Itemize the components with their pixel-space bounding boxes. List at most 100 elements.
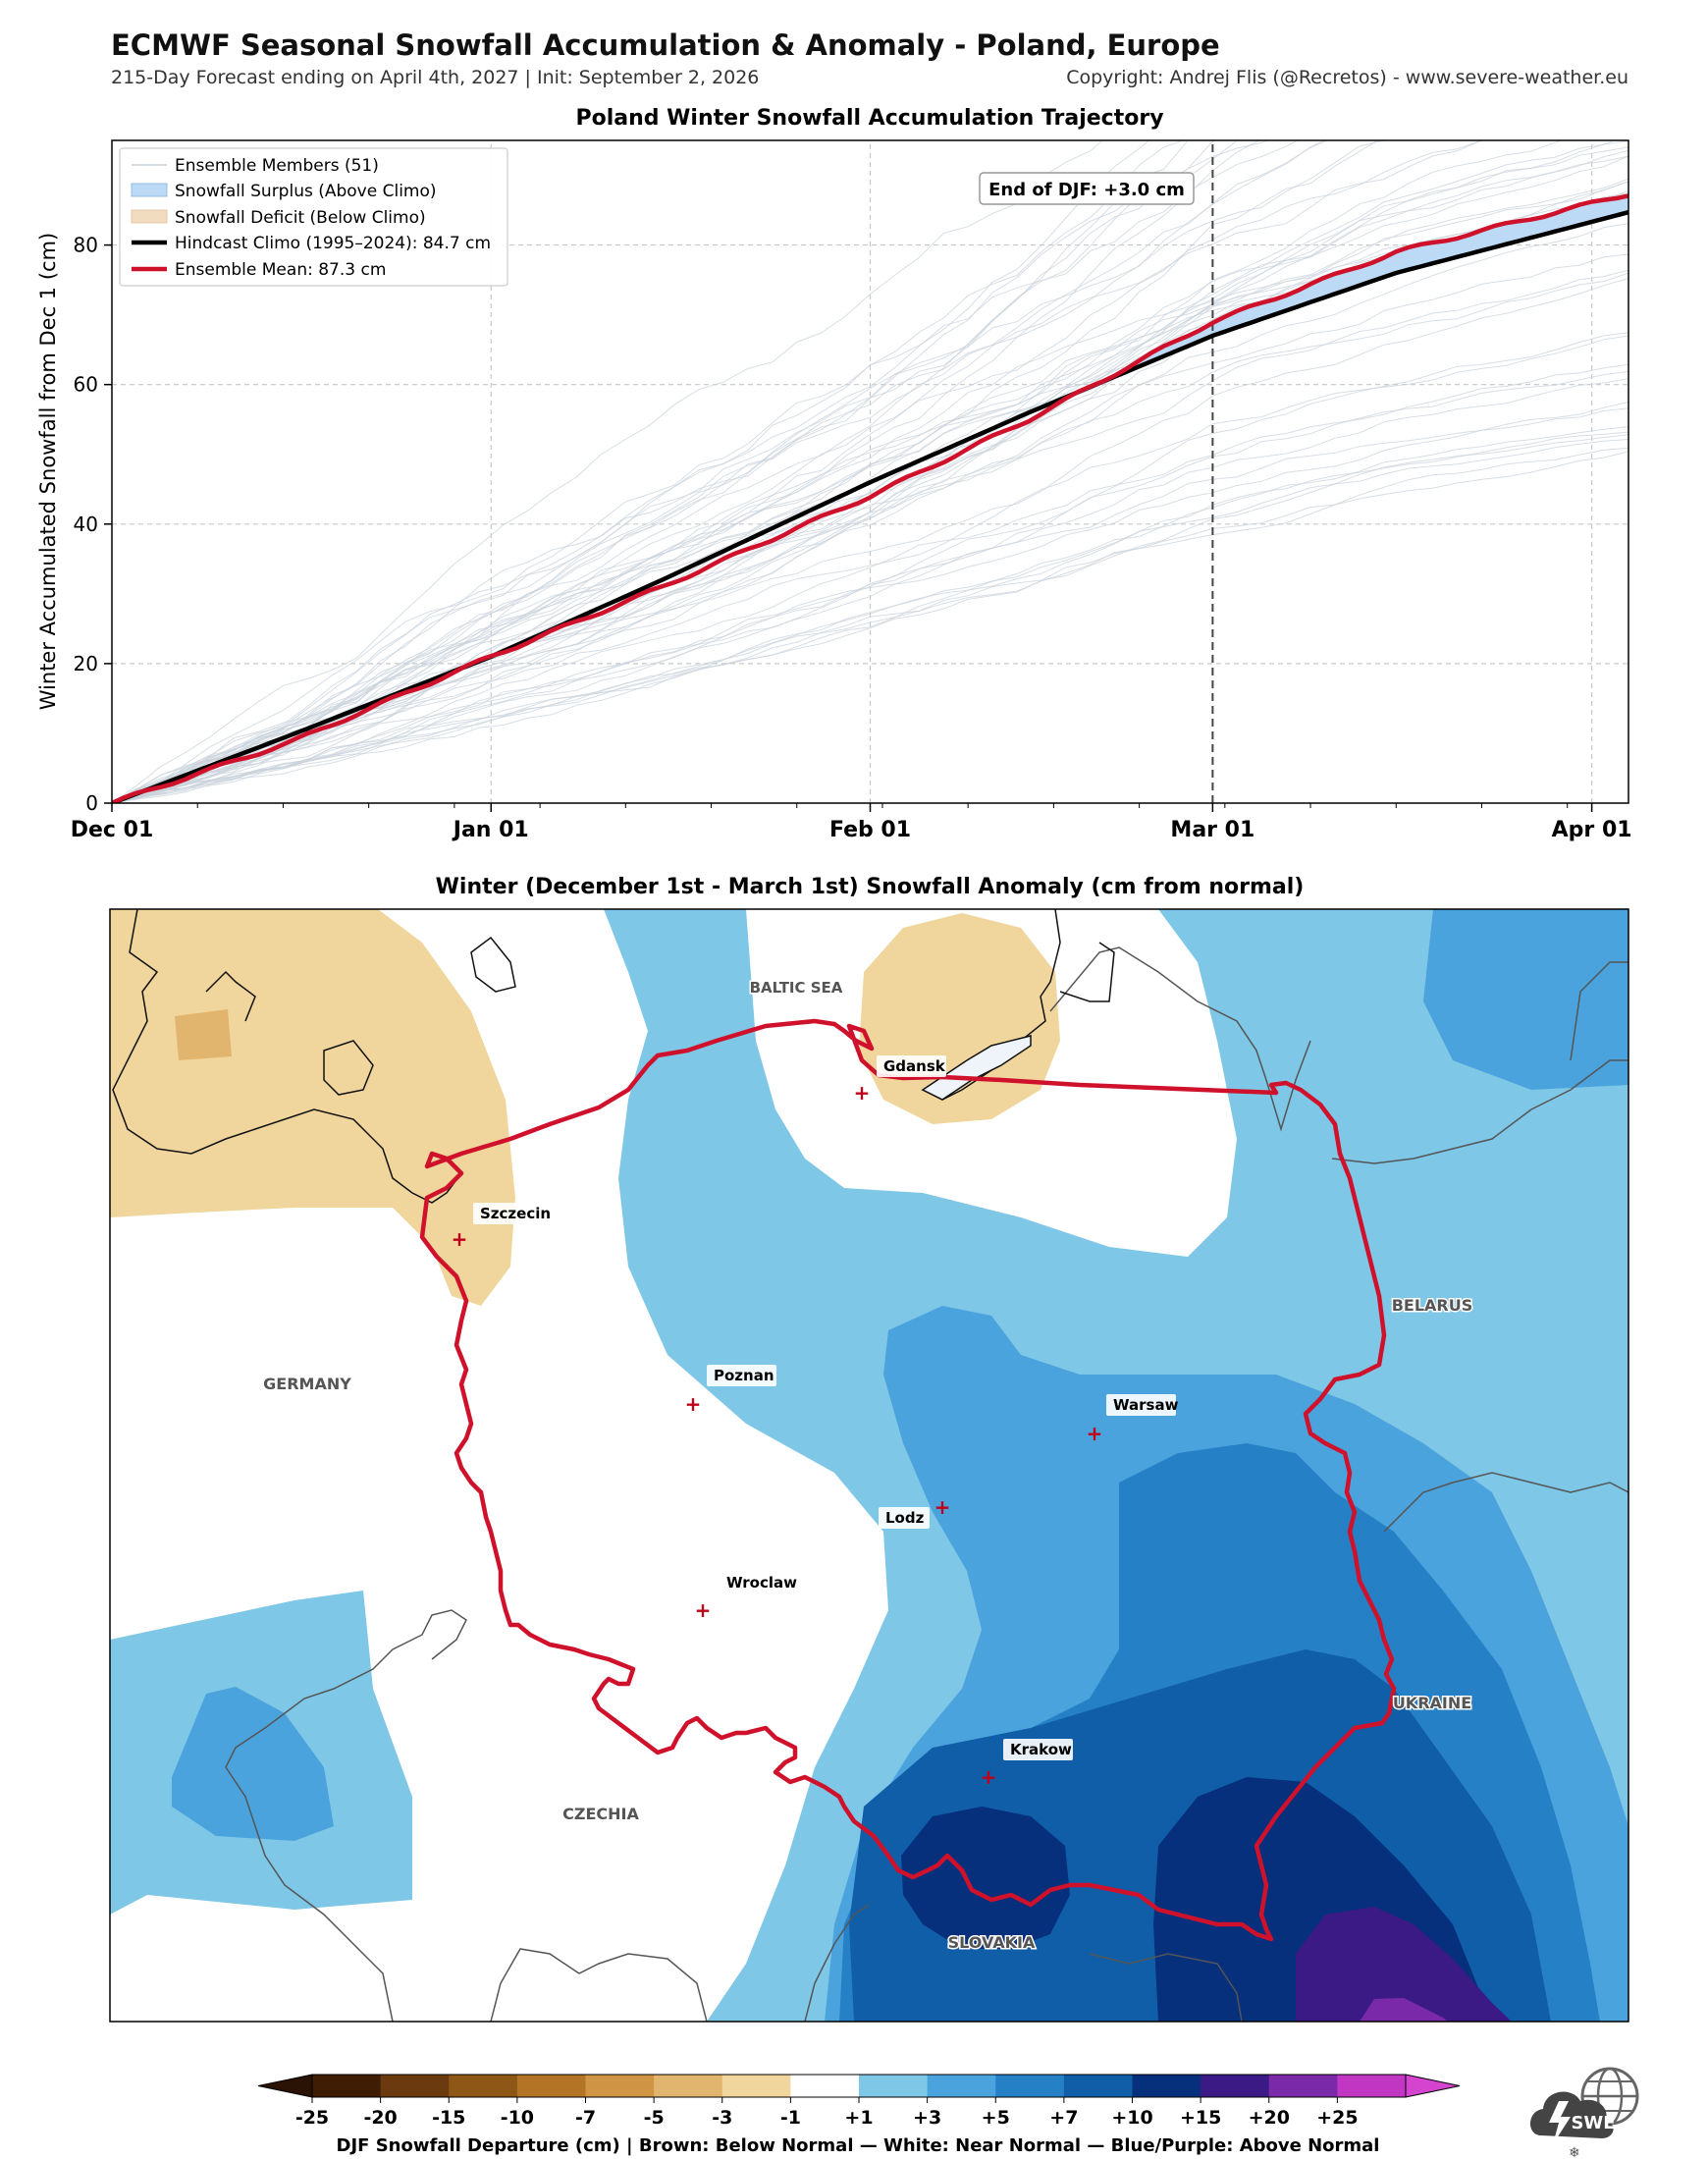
colorbar-segment	[995, 2075, 1065, 2097]
region-czechia: CZECHIA	[562, 1805, 639, 1823]
city-label: Krakow	[1010, 1741, 1072, 1758]
city-label-box	[1003, 1739, 1073, 1760]
colorbar-segment	[721, 2075, 791, 2097]
city-label-box	[473, 1203, 561, 1224]
ensemble-member-line	[112, 370, 1628, 803]
city-krakow: + Krakow	[981, 1739, 1073, 1789]
region-belarus: BELARUS	[1392, 1296, 1473, 1315]
city-marker-icon: +	[854, 1081, 871, 1105]
y-tick-label: 20	[74, 652, 98, 675]
ensemble-member-line	[112, 451, 1628, 803]
y-tick-label: 80	[74, 234, 98, 257]
anomaly-plus3-southwest	[172, 1687, 334, 1841]
ensemble-member-line	[112, 155, 1628, 803]
city-label-box	[877, 1055, 946, 1077]
city-wroclaw: + Wroclaw	[695, 1572, 799, 1622]
region-ukraine: UKRAINE	[1393, 1694, 1471, 1712]
x-tick-label: Dec 01	[71, 818, 154, 842]
anomaly-deficit-gdansk	[859, 913, 1060, 1124]
x-tick-label: Feb 01	[829, 818, 911, 842]
city-label: Warsaw	[1113, 1396, 1179, 1414]
legend-climo: Hindcast Climo (1995–2024): 84.7 cm	[175, 234, 491, 253]
ensemble-member-line	[112, 140, 1189, 803]
colorbar-segment	[516, 2075, 586, 2097]
colorbar-segment	[1337, 2075, 1407, 2097]
colorbar-segment	[380, 2075, 450, 2097]
ensemble-member-line	[112, 426, 1628, 803]
y-tick-label: 0	[85, 791, 98, 815]
y-axis-label: Winter Accumulated Snowfall from Dec 1 (…	[36, 233, 60, 711]
colorbar-tick-label: +3	[913, 2107, 941, 2129]
legend-surplus: Snowfall Surplus (Above Climo)	[175, 182, 437, 201]
snowflake-icon: ❄	[1569, 2145, 1580, 2159]
city-label-box	[720, 1572, 799, 1593]
city-marker-icon: +	[934, 1495, 951, 1519]
colorbar-tick-label: -15	[432, 2107, 465, 2129]
colorbar-tick-label: -3	[712, 2107, 732, 2129]
ensemble-members	[112, 140, 1628, 803]
x-tick-label: Apr 01	[1552, 818, 1632, 842]
map-frame	[109, 908, 1629, 2023]
ensemble-member-line	[112, 149, 1628, 803]
x-tick-label: Jan 01	[452, 818, 529, 842]
ensemble-member-line	[112, 378, 1628, 803]
colorbar-tick-label: -5	[644, 2107, 665, 2129]
city-marker-icon: +	[452, 1227, 468, 1251]
legend-mean: Ensemble Mean: 87.3 cm	[175, 260, 386, 280]
city-label-box	[707, 1365, 776, 1386]
colorbar-tick-label: +7	[1049, 2107, 1078, 2129]
line-chart-title: Poland Winter Snowfall Accumulation Traj…	[575, 106, 1163, 131]
ensemble-member-line	[112, 140, 1103, 803]
region-germany: GERMANY	[263, 1375, 351, 1393]
city-label: Lodz	[885, 1509, 925, 1527]
region-baltic-sea: BALTIC SEA	[750, 979, 843, 997]
ensemble-member-line	[112, 140, 1484, 803]
colorbar-tick-label: -1	[780, 2107, 801, 2129]
hel-peninsula	[921, 1035, 1032, 1101]
djf-annotation-text: End of DJF: +3.0 cm	[988, 180, 1185, 200]
anomaly-deficit-west	[110, 909, 515, 1306]
colorbar-tick-label: -7	[575, 2107, 596, 2129]
logo-text: SWE	[1571, 2113, 1615, 2133]
anomaly-plus15	[1296, 1907, 1512, 2022]
anomaly-plus20	[1360, 1998, 1448, 2022]
colorbar-segment	[312, 2075, 382, 2097]
ensemble-member-line	[112, 140, 1485, 803]
line-chart: Dec 01 Jan 01 Feb 01 Mar 01 Apr 01 0 20 40 60 80…	[36, 139, 1632, 842]
anomaly-plus10-west	[901, 1807, 1070, 1949]
x-tick-label: Mar 01	[1170, 818, 1254, 842]
colorbar-segment	[1132, 2075, 1201, 2097]
city-szczecin: + Szczecin	[452, 1203, 561, 1251]
map-title: Winter (December 1st - March 1st) Snowfa…	[436, 875, 1305, 899]
x-axis-ticks: Dec 01 Jan 01 Feb 01 Mar 01 Apr 01	[71, 803, 1632, 842]
city-marker-icon: +	[1087, 1422, 1103, 1445]
figure-subtitle: 215-Day Forecast ending on April 4th, 20…	[111, 67, 759, 88]
colorbar-extend-high	[1405, 2074, 1461, 2098]
colorbar-segment	[1201, 2075, 1270, 2097]
city-label: Gdansk	[883, 1057, 946, 1075]
ensemble-member-line	[112, 140, 1150, 803]
city-gdansk: + Gdansk	[854, 1055, 946, 1105]
ensemble-member-line	[112, 335, 1628, 803]
ensemble-member-line	[112, 140, 1216, 803]
colorbar-segment	[654, 2075, 723, 2097]
legend-members: Ensemble Members (51)	[175, 156, 379, 176]
colorbar-segment	[790, 2075, 860, 2097]
poland-border	[419, 1018, 1397, 1942]
anomaly-map: + Gdansk + Szczecin + Poznan + Warsaw + Lodz + Wroc…	[110, 909, 1628, 2022]
colorbar-tick-label: +10	[1111, 2107, 1152, 2129]
ensemble-member-line	[112, 140, 1386, 803]
city-label: Wroclaw	[726, 1574, 797, 1592]
y-tick-label: 60	[74, 373, 98, 397]
city-lodz: + Lodz	[879, 1495, 950, 1529]
ensemble-member-line	[112, 140, 1564, 803]
colorbar-extend-low	[257, 2074, 313, 2098]
region-slovakia: SLOVAKIA	[948, 1933, 1036, 1952]
colorbar-segment	[859, 2075, 929, 2097]
colorbar-tick-label: -10	[501, 2107, 534, 2129]
y-tick-label: 40	[74, 513, 98, 536]
djf-annotation: End of DJF: +3.0 cm	[979, 172, 1195, 205]
city-marker-icon: +	[685, 1392, 702, 1416]
series-mean-line	[112, 193, 1628, 803]
country-borders	[225, 946, 1628, 2022]
